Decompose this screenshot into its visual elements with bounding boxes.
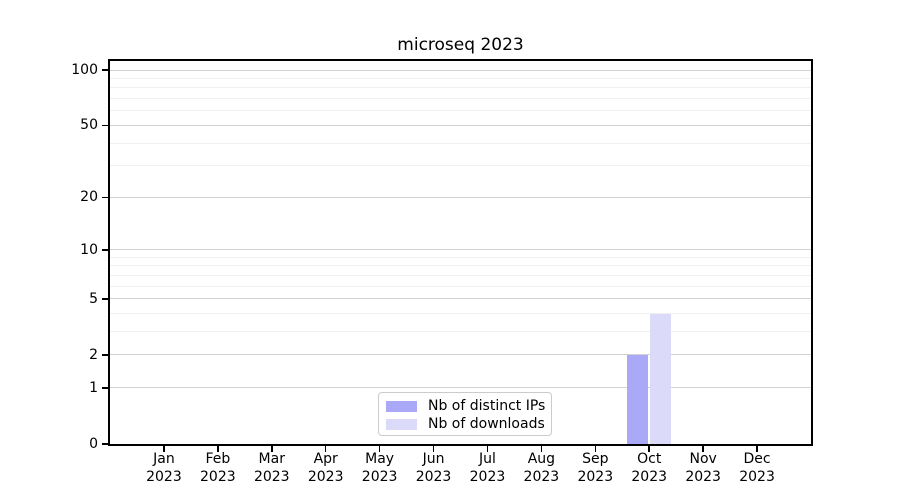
x-axis-year: 2023 [469, 468, 506, 485]
legend-row-downloads: Nb of downloads [386, 415, 551, 433]
gridline-minor [110, 87, 811, 89]
gridline-major [110, 298, 811, 300]
y-axis-tick-label: 20 [80, 189, 98, 206]
gridline-major [110, 69, 811, 71]
x-axis-tick-label: Mar 2023 [244, 451, 300, 486]
gridline-major [110, 249, 811, 251]
gridline-minor [110, 110, 811, 112]
x-axis-tick [702, 446, 704, 452]
x-axis-month: Nov [689, 451, 717, 467]
gridline-minor [110, 165, 811, 167]
x-axis-year: 2023 [200, 468, 236, 485]
y-axis-tick [102, 124, 108, 127]
x-axis-month: Oct [637, 451, 662, 467]
y-axis-tick [102, 298, 108, 300]
x-axis-year: 2023 [415, 468, 452, 485]
x-axis-tick [217, 446, 219, 452]
gridline-minor [110, 256, 811, 258]
y-axis-tick-label: 1 [89, 379, 98, 396]
x-axis-year: 2023 [577, 468, 614, 485]
y-axis-tick [102, 69, 108, 71]
legend-label-downloads: Nb of downloads [428, 416, 545, 432]
x-axis-tick-label: Oct 2023 [621, 451, 677, 486]
legend-swatch-downloads [386, 418, 417, 430]
x-axis-tick [756, 446, 758, 452]
y-axis-tick [102, 354, 108, 356]
x-axis-tick [378, 446, 381, 452]
y-axis-tick-label: 2 [89, 346, 98, 363]
x-axis-tick [594, 446, 597, 452]
y-axis-tick [102, 387, 108, 389]
x-axis-month: Sep [582, 451, 609, 467]
legend: Nb of distinct IPs Nb of downloads [378, 392, 552, 436]
x-axis-tick [432, 446, 435, 452]
chart-title: microseq 2023 [397, 35, 524, 55]
y-axis-tick [102, 196, 108, 199]
gridline-major [110, 354, 811, 356]
x-axis-tick [324, 446, 327, 452]
x-axis-month: May [365, 451, 395, 467]
x-axis-tick-label: Apr 2023 [298, 451, 354, 486]
bar-distinct-ips [627, 354, 649, 444]
legend-label-distinct-ips: Nb of distinct IPs [428, 398, 546, 414]
x-axis-tick [486, 446, 489, 452]
x-axis-month: Jul [479, 451, 496, 467]
plot-frame: 0 1 2 5 10 20 50 100 Jan 2023 Feb 2023 Mar 2023 Apr 202… [71, 61, 811, 485]
y-axis-tick [102, 443, 108, 445]
legend-row-distinct-ips: Nb of distinct IPs [386, 397, 551, 415]
x-axis-tick-label: May 2023 [352, 451, 408, 486]
gridline-minor [110, 78, 811, 80]
x-axis-year: 2023 [631, 468, 668, 485]
x-axis-year: 2023 [739, 468, 775, 485]
gridline-minor [110, 285, 811, 287]
x-axis-tick-label: Sep 2023 [567, 451, 623, 486]
plot-area: 0 1 2 5 10 20 50 100 Jan 2023 Feb 2023 Mar 2023 Apr 202… [71, 59, 813, 485]
x-axis-year: 2023 [685, 468, 721, 485]
y-axis-tick-label: 50 [80, 117, 98, 134]
gridline-minor [110, 331, 811, 333]
x-axis-tick-label: Jul 2023 [459, 451, 515, 486]
x-axis-month: Aug [527, 451, 556, 467]
gridline-major [110, 387, 811, 389]
x-axis-year: 2023 [361, 468, 398, 485]
x-axis-year: 2023 [146, 468, 182, 485]
x-axis-month: Jun [422, 451, 445, 467]
y-axis-tick-label: 0 [89, 436, 98, 452]
x-axis-tick [648, 446, 651, 452]
legend-swatch-distinct-ips [386, 400, 417, 412]
x-axis-tick-label: Aug 2023 [513, 451, 569, 486]
x-axis-tick [163, 446, 165, 452]
x-axis-tick-label: Jun 2023 [406, 451, 462, 486]
gridline-minor [110, 275, 811, 277]
y-axis-tick-label: 10 [80, 241, 98, 258]
x-axis-year: 2023 [523, 468, 560, 485]
x-axis-month: Jan [153, 451, 175, 467]
gridline-minor [110, 142, 811, 144]
bar-downloads [650, 313, 672, 444]
x-axis-tick-label: Jan 2023 [136, 451, 192, 486]
y-axis-tick-label: 5 [89, 290, 98, 307]
gridline-major [110, 124, 811, 126]
gridline-minor [110, 313, 811, 315]
x-axis-tick-label: Nov 2023 [675, 451, 731, 486]
gridline-major [110, 196, 811, 198]
x-axis-tick-label: Dec 2023 [729, 451, 785, 486]
x-axis-tick [270, 446, 273, 452]
x-axis-month: Mar [258, 451, 285, 467]
x-axis-tick [540, 446, 543, 452]
gridline-minor [110, 265, 811, 267]
y-axis-tick-label: 100 [71, 62, 98, 79]
x-axis-month: Apr [313, 451, 338, 467]
x-axis-month: Dec [743, 451, 771, 467]
gridline-minor [110, 98, 811, 100]
x-axis-tick-label: Feb 2023 [190, 451, 246, 486]
x-axis-year: 2023 [307, 468, 344, 485]
y-axis-tick [102, 248, 108, 251]
x-axis-month: Feb [205, 451, 231, 467]
x-axis-year: 2023 [253, 468, 290, 485]
